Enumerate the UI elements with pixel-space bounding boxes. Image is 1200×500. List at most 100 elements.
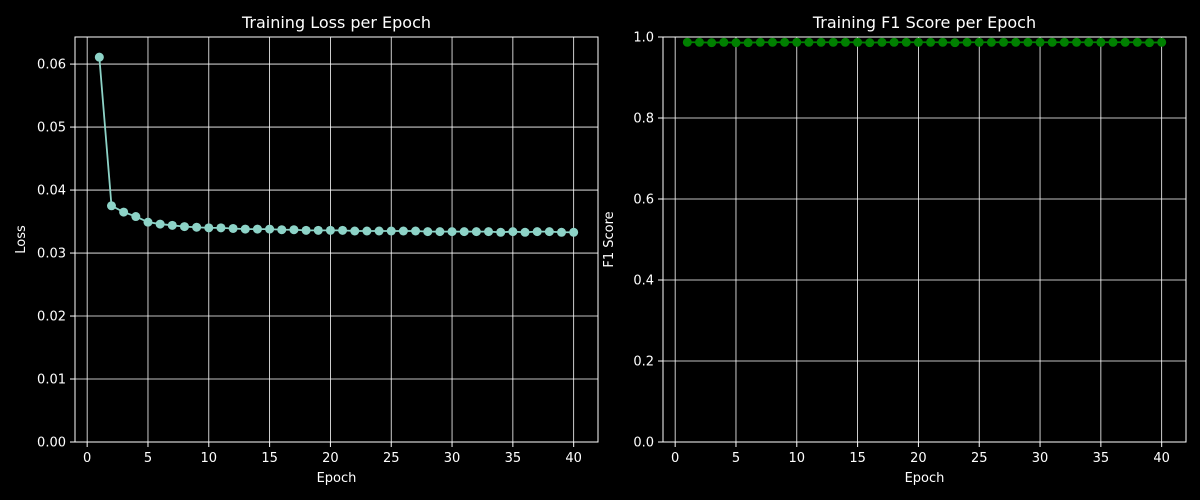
y-axis-label: Loss xyxy=(14,225,29,254)
data-point xyxy=(277,225,287,235)
data-point xyxy=(1084,37,1094,47)
data-point xyxy=(179,222,189,232)
data-point xyxy=(252,224,262,234)
x-tick-label: 35 xyxy=(505,451,522,466)
y-tick-label: 0.04 xyxy=(37,184,66,199)
data-point xyxy=(840,37,850,47)
data-point xyxy=(192,222,202,232)
y-tick-label: 0.01 xyxy=(37,373,66,388)
data-point xyxy=(569,227,579,237)
data-point xyxy=(544,227,554,237)
data-point xyxy=(508,227,518,237)
x-axis-label: Epoch xyxy=(317,471,357,486)
data-point xyxy=(398,226,408,236)
y-tick-label: 0.06 xyxy=(37,58,66,73)
y-tick-label: 0.00 xyxy=(37,436,66,451)
data-point xyxy=(411,226,421,236)
data-point xyxy=(1047,37,1057,47)
data-point xyxy=(926,37,936,47)
x-tick-label: 20 xyxy=(910,451,927,466)
loss-chart: 0 5 10 15 20 25 30 35 40 0.00 0.01 0.02 0.03 0.04 0.05… xyxy=(14,13,599,486)
data-point xyxy=(731,38,741,48)
data-point xyxy=(520,227,530,237)
x-axis-label: Epoch xyxy=(905,471,945,486)
x-tick-label: 5 xyxy=(144,451,152,466)
x-tick-label: 5 xyxy=(732,451,740,466)
chart-title: Training Loss per Epoch xyxy=(241,13,431,32)
data-point xyxy=(289,225,299,235)
chart-title: Training F1 Score per Epoch xyxy=(812,13,1036,32)
data-point xyxy=(986,37,996,47)
f1-chart: 0 5 10 15 20 25 30 35 40 0.0 0.2 0.4 0.6 0.8 1.0 Traini… xyxy=(602,13,1187,486)
data-point xyxy=(447,227,457,237)
axes-frame xyxy=(662,36,1187,443)
data-point xyxy=(719,37,729,47)
data-point xyxy=(532,227,542,237)
data-point xyxy=(889,37,899,47)
data-point xyxy=(338,225,348,235)
data-point xyxy=(1023,37,1033,47)
data-point xyxy=(828,37,838,47)
data-point xyxy=(459,227,469,237)
data-point xyxy=(950,38,960,48)
x-tick-label: 35 xyxy=(1093,451,1110,466)
x-tick-label: 15 xyxy=(261,451,278,466)
y-axis-label: F1 Score xyxy=(602,211,617,267)
data-point xyxy=(1011,37,1021,47)
y-tick-label: 0.02 xyxy=(37,310,66,325)
data-point xyxy=(350,226,360,236)
data-point xyxy=(313,225,323,235)
data-point xyxy=(228,223,238,233)
data-point xyxy=(1157,37,1167,47)
data-point xyxy=(974,37,984,47)
y-tick-label: 0.4 xyxy=(633,274,654,289)
data-point xyxy=(167,220,177,230)
data-point xyxy=(913,37,923,47)
x-tick-label: 40 xyxy=(565,451,582,466)
data-point xyxy=(1120,37,1130,47)
data-point xyxy=(374,226,384,236)
data-point xyxy=(1059,37,1069,47)
data-point xyxy=(1108,37,1118,47)
data-point xyxy=(1096,37,1106,47)
x-tick-label: 15 xyxy=(849,451,866,466)
data-point xyxy=(792,37,802,47)
data-point xyxy=(804,37,814,47)
data-point xyxy=(325,225,335,235)
data-point xyxy=(853,37,863,47)
data-point xyxy=(999,37,1009,47)
data-point xyxy=(780,37,790,47)
x-tick-label: 0 xyxy=(83,451,91,466)
y-tick-label: 0.8 xyxy=(633,112,654,127)
data-point xyxy=(877,37,887,47)
data-point xyxy=(265,224,275,234)
data-point xyxy=(743,38,753,48)
x-tick-label: 40 xyxy=(1153,451,1170,466)
data-point xyxy=(962,37,972,47)
data-point xyxy=(707,38,717,48)
data-point xyxy=(131,212,141,222)
data-point xyxy=(216,223,226,233)
x-tick-label: 25 xyxy=(383,451,400,466)
y-tick-label: 0.6 xyxy=(633,193,654,208)
x-tick-label: 0 xyxy=(671,451,679,466)
data-point xyxy=(240,224,250,234)
data-point xyxy=(682,37,692,47)
data-point xyxy=(865,38,875,48)
data-point xyxy=(484,227,494,237)
series-line xyxy=(98,57,574,234)
data-point xyxy=(938,37,948,47)
data-point xyxy=(1145,38,1155,48)
x-tick-label: 30 xyxy=(1032,451,1049,466)
x-tick-label: 10 xyxy=(789,451,806,466)
x-tick-label: 30 xyxy=(444,451,461,466)
y-tick-label: 0.03 xyxy=(37,247,66,262)
data-point xyxy=(119,207,129,217)
data-point xyxy=(435,227,445,237)
data-point xyxy=(204,223,214,233)
y-tick-label: 0.0 xyxy=(633,436,654,451)
y-tick-label: 0.2 xyxy=(633,355,654,370)
data-point xyxy=(496,227,506,237)
